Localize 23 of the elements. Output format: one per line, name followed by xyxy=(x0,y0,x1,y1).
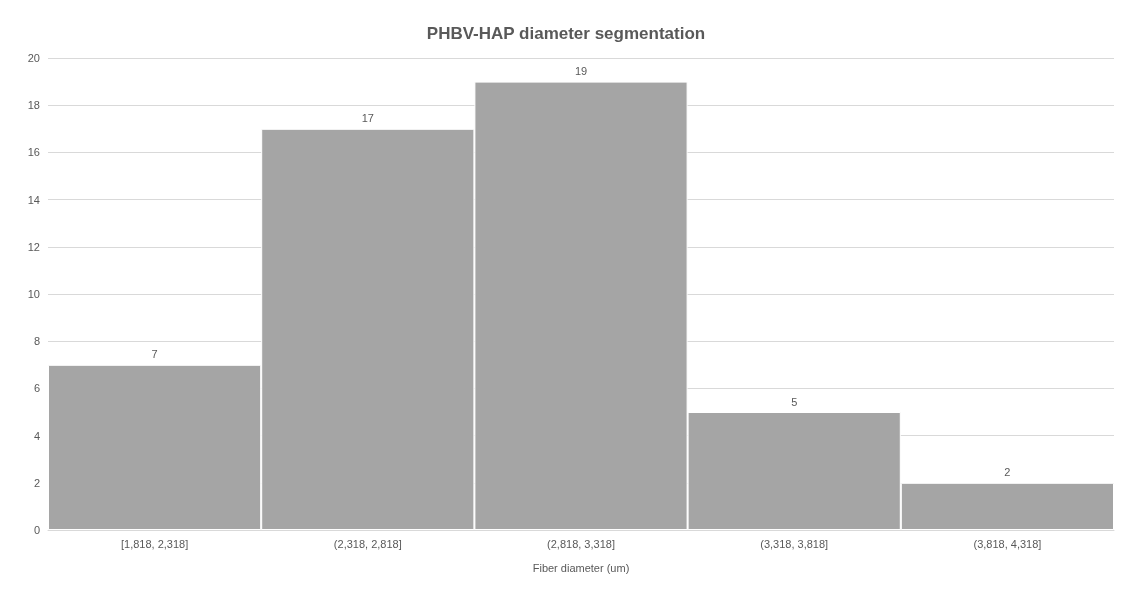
y-tick-label: 12 xyxy=(27,240,40,253)
y-tick-label: 20 xyxy=(27,52,40,64)
x-tick-label: (2,318, 2,818] xyxy=(333,537,402,550)
y-tick-label: 6 xyxy=(33,382,40,395)
data-label: 19 xyxy=(574,65,588,78)
y-tick-label: 10 xyxy=(27,288,40,300)
x-tick-label: [1,818, 2,318] xyxy=(120,537,189,550)
chart-title: PHBV-HAP diameter segmentation xyxy=(426,24,706,43)
y-tick-label: 2 xyxy=(33,476,40,489)
y-tick-label: 8 xyxy=(33,335,40,348)
x-tick-label: (3,318, 3,818] xyxy=(760,537,829,550)
data-label: 17 xyxy=(361,112,374,125)
y-tick-label: 0 xyxy=(33,524,40,536)
data-label: 5 xyxy=(791,395,798,408)
data-label: 7 xyxy=(151,348,158,361)
x-tick-label: (2,818, 3,318] xyxy=(547,537,615,550)
x-axis-title: Fiber diameter (um) xyxy=(532,561,630,574)
data-label: 2 xyxy=(1004,466,1011,479)
y-tick-label: 16 xyxy=(27,146,40,159)
y-tick-label: 4 xyxy=(33,429,40,442)
x-tick-label: (3,818, 4,318] xyxy=(973,537,1042,550)
y-tick-label: 18 xyxy=(27,99,40,112)
y-tick-label: 14 xyxy=(27,193,40,206)
